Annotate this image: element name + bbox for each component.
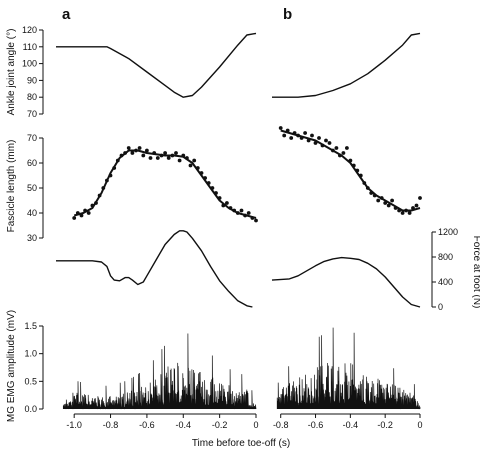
emg-y-tick-label: 0.5 — [24, 376, 37, 386]
fascicle-point-a — [254, 218, 258, 223]
fascicle-fit-line-b — [280, 129, 421, 212]
fascicle-length-traces — [72, 126, 422, 223]
fascicle-point-a — [155, 156, 160, 160]
force-y-tick-label: 400 — [438, 277, 453, 287]
fascicle-point-b — [278, 126, 283, 130]
fascicle-point-a — [86, 211, 91, 215]
ankle-angle-line-a — [56, 32, 257, 98]
fascicle-point-a — [177, 158, 182, 163]
x-b-tick-label: -0.2 — [377, 420, 393, 430]
fascicle-y-tick-label: 50 — [27, 183, 37, 193]
emg-traces — [62, 327, 421, 410]
emg-y-tick-label: 1.0 — [24, 349, 37, 359]
emg-y-tick-label: 1.5 — [24, 321, 37, 331]
fascicle-point-a — [72, 216, 77, 220]
panel-label-b: b — [283, 6, 292, 23]
emg-trace-b — [276, 327, 421, 410]
x-b-tick-label: 0 — [417, 420, 422, 430]
ankle-y-tick-label: 120 — [22, 25, 37, 35]
ankle-angle-line-b — [272, 32, 421, 98]
ankle-y-tick-label: 110 — [23, 42, 37, 52]
fascicle-axis-title: Fascicle length (mm) — [6, 140, 17, 233]
force-y-tick-label: 0 — [438, 302, 443, 312]
fascicle-point-a — [166, 156, 171, 160]
fascicle-point-b — [418, 196, 422, 200]
force-axis-title: Force at foot (N) — [471, 236, 480, 309]
fascicle-y-tick-label: 30 — [27, 233, 37, 243]
fascicle-fit-line-a — [73, 149, 257, 219]
fascicle-point-a — [188, 163, 193, 168]
fascicle-y-tick-label: 40 — [27, 208, 37, 218]
fascicle-point-b — [390, 198, 394, 203]
ankle-y-tick-label: 70 — [27, 109, 37, 119]
force-traces — [56, 230, 421, 308]
fascicle-point-a — [137, 146, 142, 150]
fascicle-point-b — [317, 136, 321, 140]
fascicle-point-b — [407, 211, 412, 215]
fascicle-point-a — [174, 151, 178, 155]
x-a-tick-label: 0 — [253, 420, 258, 430]
fascicle-point-a — [163, 151, 168, 155]
x-a-tick-label: -0.4 — [176, 420, 192, 430]
fascicle-point-a — [239, 208, 244, 213]
fascicle-point-b — [386, 203, 391, 208]
x-b-tick-label: -0.4 — [343, 420, 359, 430]
fascicle-point-a — [141, 153, 146, 158]
fascicle-point-b — [376, 198, 381, 203]
fascicle-point-b — [324, 138, 328, 143]
fascicle-point-b — [400, 211, 405, 215]
fascicle-point-b — [289, 136, 294, 140]
force-y-tick-label: 800 — [438, 252, 453, 262]
fascicle-point-b — [327, 141, 332, 145]
x-a-tick-label: -0.8 — [103, 420, 119, 430]
fascicle-point-b — [414, 203, 419, 208]
emg-trace-a — [62, 333, 257, 410]
x-axis-title: Time before toe-off (s) — [192, 438, 290, 449]
axes: 70 80 90 100 110 120 30 40 50 60 70 0.0 0.5 1.0 1.5 0 40… — [22, 25, 458, 430]
x-b-tick-label: -0.6 — [308, 420, 324, 430]
fascicle-point-b — [341, 151, 346, 155]
fascicle-point-b — [345, 146, 349, 150]
emg-axis-title: MG EMG amplitude (mV) — [6, 310, 17, 422]
fascicle-point-b — [303, 131, 307, 135]
fascicle-point-b — [334, 146, 339, 150]
panel-label-a: a — [62, 6, 71, 23]
fascicle-point-a — [145, 148, 149, 153]
fascicle-y-tick-label: 70 — [27, 133, 37, 143]
fascicle-point-a — [130, 151, 135, 155]
ankle-y-tick-label: 90 — [27, 75, 37, 85]
force-line-a — [56, 230, 253, 308]
x-a-tick-label: -1.0 — [66, 420, 82, 430]
ankle-angle-traces — [56, 32, 421, 98]
fascicle-point-b — [282, 133, 287, 138]
x-b-tick-label: -0.8 — [273, 420, 289, 430]
force-line-b — [271, 256, 421, 308]
x-a-tick-label: -0.2 — [212, 420, 228, 430]
force-y-tick-label: 1200 — [438, 227, 458, 237]
emg-y-tick-label: 0.0 — [24, 404, 37, 414]
fascicle-point-a — [126, 146, 131, 150]
ankle-y-tick-label: 100 — [22, 59, 37, 69]
fascicle-y-tick-label: 60 — [27, 158, 37, 168]
fascicle-point-a — [192, 158, 197, 163]
fascicle-point-b — [310, 133, 314, 138]
fascicle-point-a — [246, 211, 251, 215]
x-a-tick-label: -0.6 — [139, 420, 155, 430]
fascicle-point-a — [148, 156, 153, 160]
ankle-y-tick-label: 80 — [27, 92, 37, 102]
ankle-axis-title: Ankle joint angle (°) — [6, 29, 17, 116]
fascicle-point-a — [225, 201, 229, 205]
